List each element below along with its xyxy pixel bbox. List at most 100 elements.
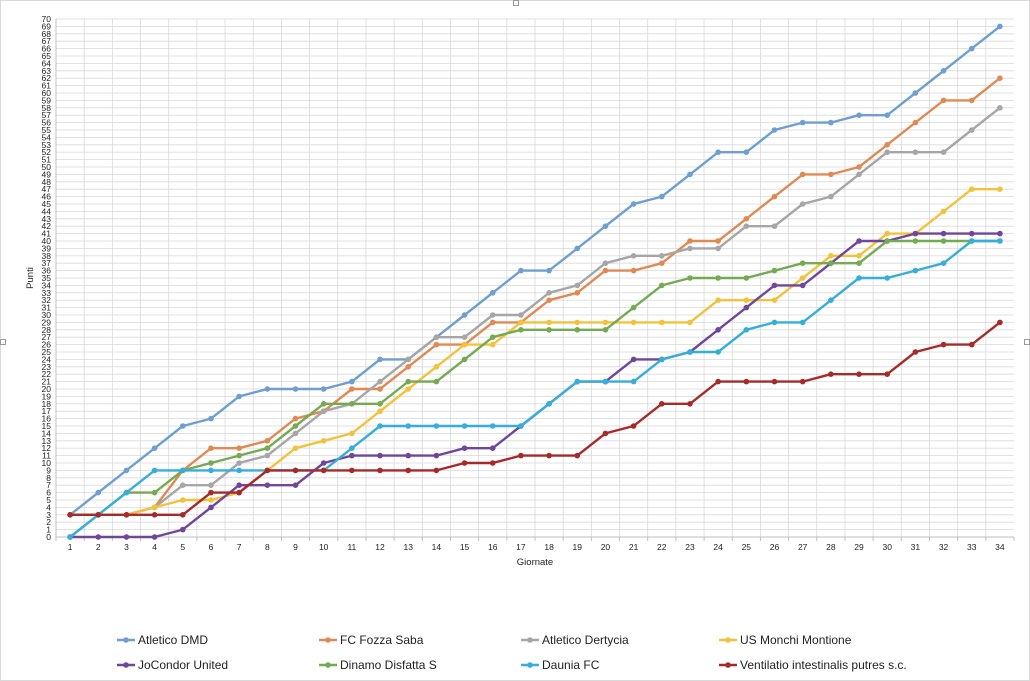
data-point-1-20 bbox=[630, 267, 637, 274]
x-tick-label-24: 24 bbox=[713, 542, 723, 552]
data-point-0-5 bbox=[208, 415, 214, 422]
y-tick-label-65: 65 bbox=[42, 51, 52, 61]
x-tick-label-19: 19 bbox=[573, 542, 583, 552]
data-point-3-33 bbox=[997, 186, 1003, 192]
data-point-2-23 bbox=[715, 245, 721, 252]
y-tick-label-35: 35 bbox=[42, 273, 52, 283]
data-point-2-33 bbox=[997, 105, 1003, 111]
x-axis-title: Giornate bbox=[517, 557, 553, 568]
data-point-6-3 bbox=[151, 467, 158, 474]
data-point-6-6 bbox=[236, 467, 242, 474]
y-tick-label-28: 28 bbox=[42, 325, 52, 335]
data-point-2-13 bbox=[433, 334, 440, 341]
x-tick-label-18: 18 bbox=[544, 542, 554, 552]
data-point-6-26 bbox=[799, 319, 806, 326]
x-tick-label-17: 17 bbox=[516, 542, 526, 552]
y-tick-label-11: 11 bbox=[42, 451, 51, 461]
legend-swatch-marker bbox=[725, 637, 731, 643]
legend-swatch-marker bbox=[123, 637, 129, 643]
data-point-3-21 bbox=[658, 319, 665, 326]
data-point-0-26 bbox=[799, 119, 806, 126]
data-point-3-8 bbox=[292, 445, 299, 452]
data-point-0-2 bbox=[123, 467, 130, 474]
data-point-5-18 bbox=[574, 327, 581, 333]
y-tick-label-63: 63 bbox=[42, 66, 52, 76]
y-tick-label-2: 2 bbox=[46, 517, 51, 527]
data-point-0-15 bbox=[489, 290, 496, 296]
y-tick-label-7: 7 bbox=[46, 480, 51, 490]
x-tick-label-2: 2 bbox=[96, 542, 101, 552]
data-point-4-11 bbox=[377, 452, 383, 459]
legend-swatch-marker bbox=[725, 662, 731, 668]
data-point-1-31 bbox=[940, 97, 947, 104]
data-point-5-25 bbox=[771, 267, 778, 274]
data-point-1-13 bbox=[433, 341, 440, 348]
data-point-7-24 bbox=[743, 378, 750, 385]
data-point-0-27 bbox=[828, 119, 834, 126]
data-point-0-30 bbox=[912, 90, 919, 96]
series-line-6 bbox=[68, 239, 1002, 539]
y-tick-label-14: 14 bbox=[42, 428, 52, 438]
data-point-6-25 bbox=[771, 319, 778, 326]
data-point-1-19 bbox=[602, 267, 609, 274]
data-point-5-22 bbox=[687, 275, 693, 281]
data-point-7-32 bbox=[968, 341, 975, 348]
data-point-2-8 bbox=[292, 430, 299, 437]
legend-item-2: Atletico Dertycia bbox=[521, 633, 629, 647]
y-tick-label-3: 3 bbox=[46, 510, 51, 520]
resize-handle-top[interactable] bbox=[513, 0, 519, 6]
x-tick-label-8: 8 bbox=[265, 542, 270, 552]
data-point-4-13 bbox=[433, 452, 440, 459]
data-point-5-14 bbox=[461, 356, 468, 363]
y-tick-label-49: 49 bbox=[42, 169, 52, 179]
y-tick-label-29: 29 bbox=[42, 317, 52, 327]
data-point-2-5 bbox=[208, 482, 214, 489]
y-tick-label-30: 30 bbox=[42, 310, 52, 320]
data-point-7-25 bbox=[771, 378, 778, 385]
data-point-3-10 bbox=[349, 430, 355, 437]
data-point-5-3 bbox=[151, 489, 158, 496]
y-tick-label-54: 54 bbox=[42, 132, 52, 142]
data-point-6-12 bbox=[405, 423, 412, 429]
gridlines bbox=[56, 18, 1014, 537]
data-point-5-31 bbox=[940, 238, 947, 244]
data-point-4-9 bbox=[320, 460, 327, 466]
data-point-3-3 bbox=[151, 504, 158, 511]
data-point-6-0 bbox=[67, 534, 73, 540]
data-point-1-22 bbox=[687, 238, 693, 244]
data-point-0-7 bbox=[264, 386, 271, 392]
data-point-2-16 bbox=[518, 312, 524, 318]
data-point-4-20 bbox=[630, 356, 637, 363]
data-point-6-10 bbox=[349, 445, 355, 452]
data-point-7-29 bbox=[884, 371, 891, 378]
data-point-0-25 bbox=[771, 127, 778, 133]
y-tick-label-37: 37 bbox=[42, 258, 52, 268]
y-tick-label-67: 67 bbox=[42, 36, 52, 46]
data-point-2-21 bbox=[658, 253, 665, 259]
y-tick-label-12: 12 bbox=[42, 443, 52, 453]
resize-handle-left[interactable] bbox=[0, 339, 6, 345]
data-point-4-23 bbox=[715, 327, 721, 333]
data-point-7-3 bbox=[151, 512, 158, 518]
data-point-2-22 bbox=[687, 245, 693, 252]
y-tick-label-38: 38 bbox=[42, 251, 52, 261]
y-tick-label-21: 21 bbox=[42, 377, 52, 387]
x-tick-label-12: 12 bbox=[375, 542, 385, 552]
y-tick-label-5: 5 bbox=[46, 495, 51, 505]
data-point-7-19 bbox=[602, 430, 609, 437]
data-point-4-33 bbox=[997, 230, 1003, 237]
legend-label-4: JoCondor United bbox=[138, 658, 228, 672]
data-point-7-6 bbox=[236, 489, 242, 496]
x-tick-label-32: 32 bbox=[939, 542, 949, 552]
legend-swatch-marker bbox=[527, 637, 533, 643]
data-point-6-33 bbox=[997, 238, 1003, 244]
data-point-4-3 bbox=[151, 534, 158, 540]
data-point-3-22 bbox=[687, 319, 693, 326]
y-tick-label-70: 70 bbox=[42, 14, 52, 24]
data-point-0-16 bbox=[518, 267, 524, 274]
data-point-3-24 bbox=[743, 297, 750, 304]
y-tick-label-44: 44 bbox=[42, 206, 52, 216]
legend-item-5: Dinamo Disfatta S bbox=[319, 658, 437, 672]
x-tick-label-13: 13 bbox=[403, 542, 413, 552]
data-point-0-32 bbox=[968, 45, 975, 52]
